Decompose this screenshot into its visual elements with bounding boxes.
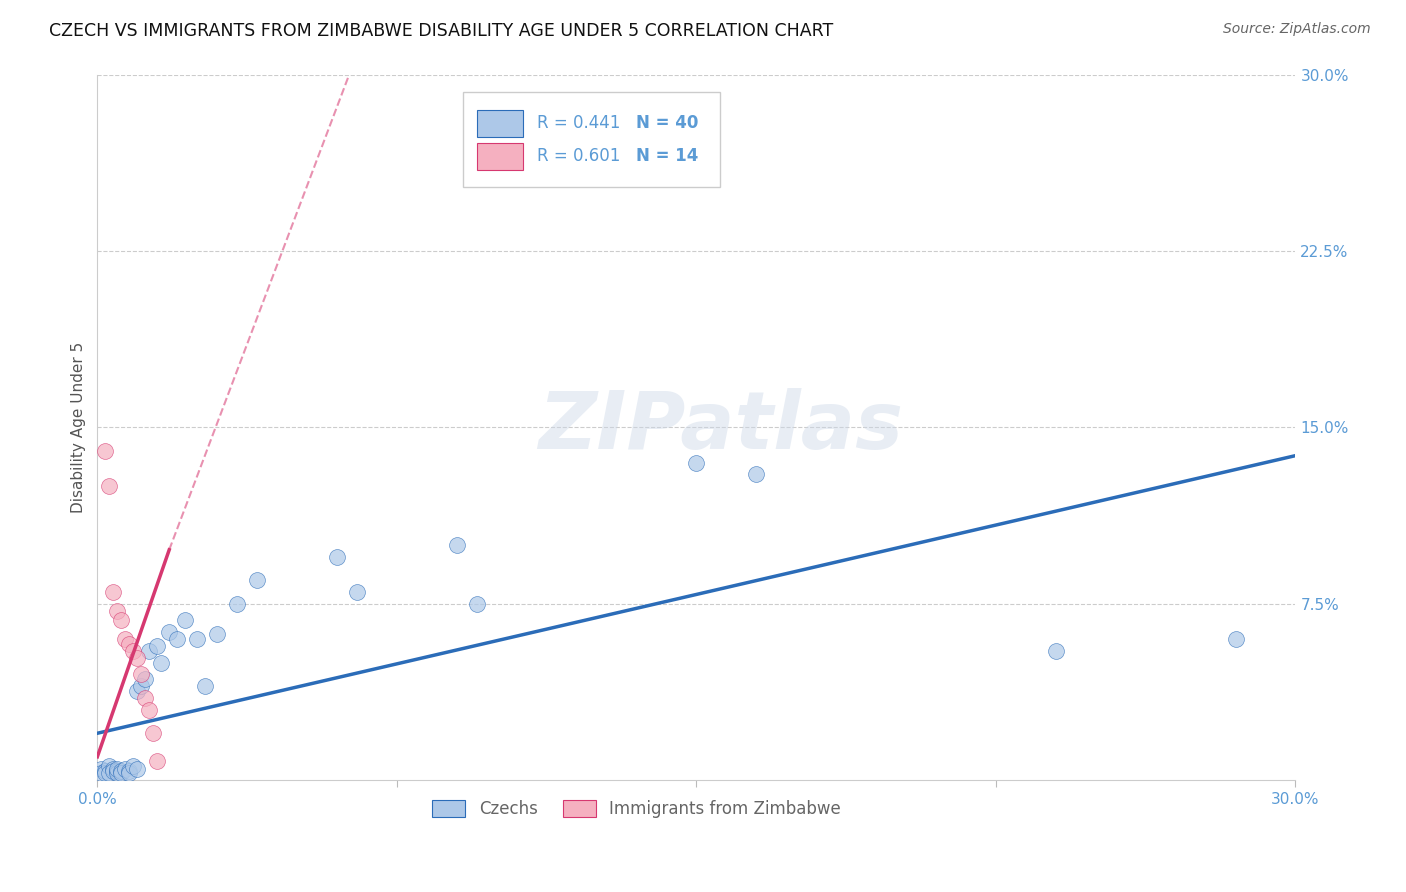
Point bbox=[103, 585, 125, 599]
Point bbox=[146, 755, 169, 769]
Point bbox=[129, 667, 152, 681]
Point bbox=[103, 764, 125, 778]
FancyBboxPatch shape bbox=[477, 110, 523, 136]
Point bbox=[105, 764, 128, 778]
Point bbox=[134, 672, 156, 686]
Point bbox=[346, 585, 368, 599]
Point bbox=[90, 766, 112, 780]
Point bbox=[94, 444, 117, 458]
Point bbox=[94, 766, 117, 780]
Text: ZIPatlas: ZIPatlas bbox=[538, 388, 903, 467]
Point bbox=[446, 538, 468, 552]
Point bbox=[94, 764, 117, 778]
Point bbox=[157, 625, 180, 640]
Point bbox=[246, 574, 269, 588]
Point bbox=[127, 762, 149, 776]
Point bbox=[129, 679, 152, 693]
Point bbox=[685, 456, 707, 470]
Point bbox=[103, 762, 125, 776]
Text: Source: ZipAtlas.com: Source: ZipAtlas.com bbox=[1223, 22, 1371, 37]
Text: R = 0.441: R = 0.441 bbox=[537, 114, 620, 132]
Point bbox=[226, 597, 249, 611]
Point bbox=[118, 764, 141, 778]
Point bbox=[90, 762, 112, 776]
Point bbox=[194, 679, 217, 693]
Point bbox=[127, 651, 149, 665]
Point bbox=[110, 764, 132, 778]
Point bbox=[134, 690, 156, 705]
Point bbox=[98, 766, 121, 780]
Point bbox=[122, 759, 145, 773]
Point bbox=[98, 759, 121, 773]
Point bbox=[138, 644, 160, 658]
Point bbox=[118, 766, 141, 780]
Point bbox=[205, 627, 228, 641]
Point bbox=[146, 639, 169, 653]
Point bbox=[465, 597, 488, 611]
FancyBboxPatch shape bbox=[463, 92, 720, 187]
Text: CZECH VS IMMIGRANTS FROM ZIMBABWE DISABILITY AGE UNDER 5 CORRELATION CHART: CZECH VS IMMIGRANTS FROM ZIMBABWE DISABI… bbox=[49, 22, 834, 40]
Point bbox=[110, 613, 132, 627]
Point bbox=[150, 656, 173, 670]
Y-axis label: Disability Age Under 5: Disability Age Under 5 bbox=[72, 342, 86, 513]
Point bbox=[105, 766, 128, 780]
Point bbox=[114, 632, 136, 647]
Point bbox=[1045, 644, 1067, 658]
Point bbox=[1225, 632, 1247, 647]
Point bbox=[142, 726, 165, 740]
FancyBboxPatch shape bbox=[477, 143, 523, 169]
Point bbox=[105, 604, 128, 618]
Point bbox=[166, 632, 188, 647]
Point bbox=[105, 762, 128, 776]
Text: R = 0.601: R = 0.601 bbox=[537, 147, 620, 165]
Point bbox=[118, 637, 141, 651]
Point bbox=[114, 762, 136, 776]
Legend: Czechs, Immigrants from Zimbabwe: Czechs, Immigrants from Zimbabwe bbox=[426, 793, 848, 825]
Point bbox=[110, 766, 132, 780]
Point bbox=[745, 467, 768, 482]
Point bbox=[174, 613, 197, 627]
Point bbox=[122, 644, 145, 658]
Text: N = 40: N = 40 bbox=[637, 114, 699, 132]
Point bbox=[186, 632, 208, 647]
Point bbox=[127, 684, 149, 698]
Point bbox=[326, 549, 349, 564]
Point bbox=[138, 703, 160, 717]
Text: N = 14: N = 14 bbox=[637, 147, 699, 165]
Point bbox=[98, 479, 121, 493]
